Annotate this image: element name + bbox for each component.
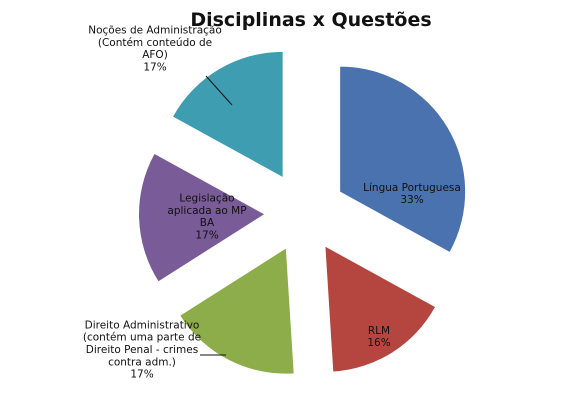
slice-label-2: RLM 16% — [367, 325, 390, 349]
chart-title: Disciplinas x Questões — [190, 9, 431, 31]
pie-slice-5 — [173, 51, 283, 177]
slice-label-3: Direito Administrativo (contém uma parte … — [83, 319, 201, 380]
pie-slice-3 — [180, 248, 294, 374]
slice-label-1: Língua Portuguesa 33% — [363, 182, 461, 206]
pie-slice-1 — [340, 66, 466, 252]
slice-label-5: Noções de Administração (Contém conteúdo … — [88, 25, 222, 74]
pie-slice-2 — [325, 246, 435, 372]
pie-slice-4 — [139, 154, 265, 282]
leader-line-5 — [205, 75, 233, 106]
slice-label-4: Legislação aplicada ao MP BA 17% — [167, 193, 246, 242]
